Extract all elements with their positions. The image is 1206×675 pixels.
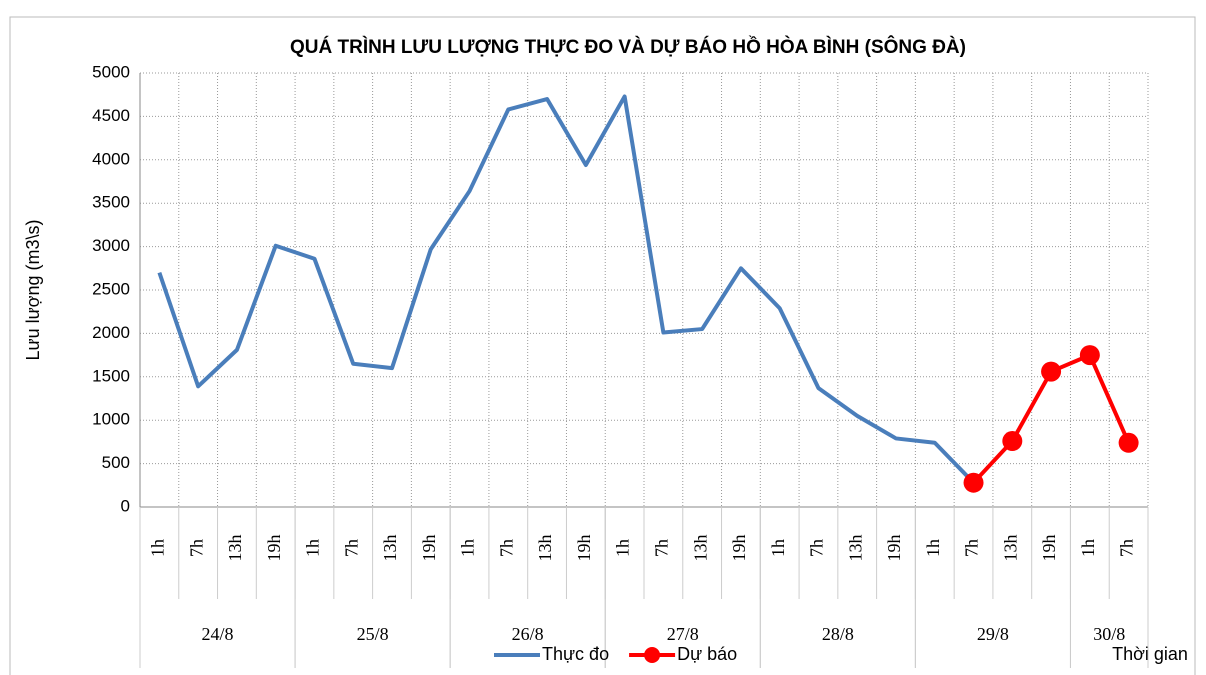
group-label: 30/8 — [1093, 624, 1125, 644]
data-point — [963, 472, 984, 493]
y-tick-label: 3500 — [92, 193, 130, 212]
x-tick-label: 1h — [923, 539, 943, 557]
x-tick-label: 7h — [807, 539, 827, 557]
x-tick-label: 7h — [1117, 539, 1137, 557]
y-tick-label: 4500 — [92, 106, 130, 125]
x-tick-label: 19h — [1039, 535, 1059, 562]
x-tick-label: 13h — [1000, 535, 1020, 562]
y-tick-label: 3000 — [92, 236, 130, 255]
x-tick-label: 1h — [613, 539, 633, 557]
legend-label: Dự báo — [677, 644, 737, 664]
data-point — [1041, 361, 1062, 382]
group-label: 29/8 — [977, 624, 1009, 644]
x-tick-label: 19h — [574, 535, 594, 562]
y-axis-label: Lưu lượng (m3\s) — [23, 220, 43, 361]
group-label: 28/8 — [822, 624, 854, 644]
x-tick-label: 7h — [186, 539, 206, 557]
x-tick-label: 7h — [341, 539, 361, 557]
y-tick-label: 4000 — [92, 149, 130, 168]
chart-frame — [9, 16, 1196, 675]
x-tick-label: 1h — [458, 539, 478, 557]
x-tick-label: 7h — [652, 539, 672, 557]
x-tick-label: 1h — [303, 539, 323, 557]
x-tick-label: 19h — [884, 535, 904, 562]
x-tick-label: 13h — [845, 535, 865, 562]
data-line — [157, 94, 975, 485]
y-tick-label: 1000 — [92, 410, 130, 429]
x-tick-label: 13h — [690, 535, 710, 562]
legend-label: Thực đo — [542, 644, 609, 664]
x-tick-label: 7h — [496, 539, 516, 557]
group-label: 26/8 — [512, 624, 544, 644]
x-tick-label: 1h — [1078, 539, 1098, 557]
x-tick-label: 19h — [729, 535, 749, 562]
data-point — [1002, 431, 1023, 452]
y-tick-label: 1500 — [92, 366, 130, 385]
x-tick-label: 19h — [264, 535, 284, 562]
chart-title: QUÁ TRÌNH LƯU LƯỢNG THỰC ĐO VÀ DỰ BÁO HỒ… — [290, 36, 966, 58]
x-tick-label: 1h — [148, 539, 168, 557]
group-label: 27/8 — [667, 624, 699, 644]
x-tick-label: 13h — [225, 535, 245, 562]
x-tick-label: 1h — [768, 539, 788, 557]
data-point — [1079, 345, 1100, 366]
x-tick-label: 19h — [419, 535, 439, 562]
group-label: 25/8 — [357, 624, 389, 644]
y-tick-label: 5000 — [92, 62, 130, 81]
y-tick-label: 2500 — [92, 279, 130, 298]
data-point — [1118, 432, 1139, 453]
x-tick-label: 13h — [380, 535, 400, 562]
y-tick-label: 500 — [102, 453, 130, 472]
legend-marker — [644, 647, 661, 663]
group-label: 24/8 — [202, 624, 234, 644]
y-tick-label: 0 — [121, 496, 130, 515]
x-axis-label: Thời gian — [1112, 644, 1188, 664]
y-tick-label: 2000 — [92, 323, 130, 342]
x-tick-label: 13h — [535, 535, 555, 562]
x-tick-label: 7h — [962, 539, 982, 557]
